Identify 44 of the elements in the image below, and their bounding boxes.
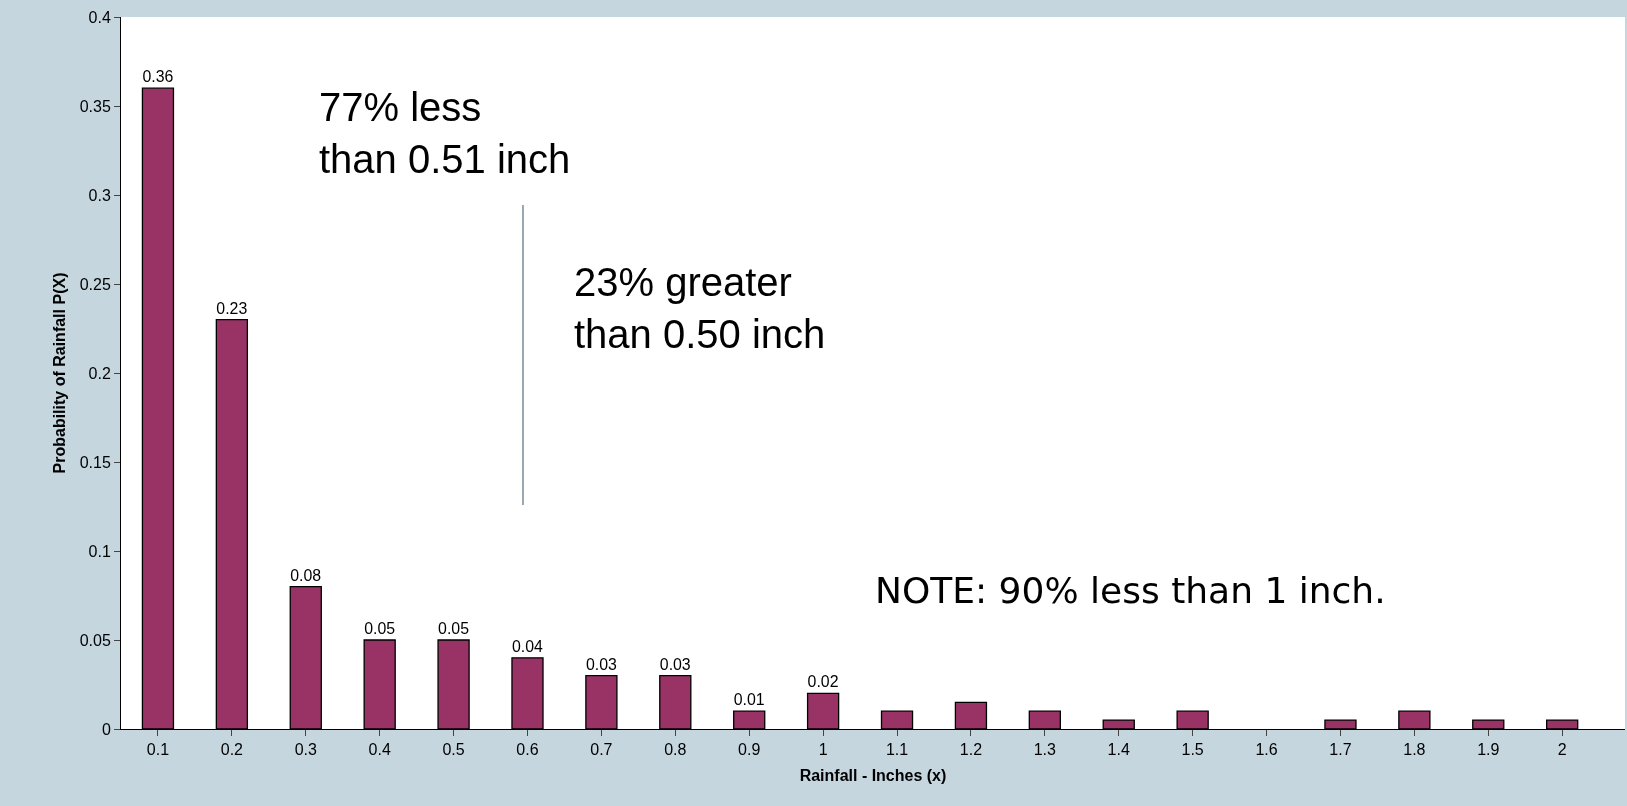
- y-tick-label: 0.3: [88, 186, 111, 204]
- data-label: 0.08: [290, 566, 322, 584]
- x-tick-label: 0.9: [738, 741, 761, 759]
- y-axis-title: Probability of Rainfall P(X): [50, 272, 68, 474]
- y-tick-label: 0.25: [79, 275, 111, 293]
- x-tick-label: 1.8: [1403, 741, 1426, 759]
- x-tick-label: 1.1: [885, 741, 909, 759]
- data-label: 0.01: [733, 691, 765, 709]
- x-tick-label: 1.6: [1255, 741, 1278, 759]
- y-tick-label: 0.35: [79, 97, 111, 115]
- x-tick-label: 0.2: [220, 741, 244, 759]
- x-tick-label: 1.7: [1329, 741, 1352, 759]
- y-tick-label: 0.4: [88, 8, 111, 26]
- data-label: 0.03: [585, 655, 617, 673]
- x-tick-label: 1.2: [959, 741, 983, 759]
- data-label: 0.04: [511, 637, 544, 655]
- x-tick-label: 0.5: [442, 741, 465, 759]
- x-tick-label: 2: [1557, 741, 1567, 759]
- x-tick-label: 1.5: [1181, 741, 1204, 759]
- x-tick-label: 0.1: [146, 741, 170, 759]
- y-tick-label: 0.05: [79, 631, 111, 649]
- x-tick-label: 1: [818, 741, 828, 759]
- x-axis-title: Rainfall - Inches (x): [799, 766, 947, 784]
- x-tick-label: 0.6: [516, 741, 539, 759]
- data-label: 0.36: [142, 68, 174, 86]
- annotation: NOTE: 90% less than 1 inch.: [875, 570, 1386, 611]
- annotation: 23% greater than 0.50 inch: [574, 260, 826, 356]
- data-label: 0.05: [364, 620, 396, 638]
- y-tick-label: 0: [101, 720, 111, 738]
- x-tick-label: 0.7: [590, 741, 613, 759]
- x-tick-label: 1.9: [1477, 741, 1500, 759]
- data-label: 0.23: [216, 299, 248, 317]
- x-tick-label: 0.8: [664, 741, 687, 759]
- y-tick-label: 0.15: [79, 453, 111, 471]
- x-tick-label: 0.3: [294, 741, 317, 759]
- y-tick-label: 0.1: [88, 542, 111, 560]
- data-label: 0.02: [807, 673, 839, 691]
- y-tick-label: 0.2: [88, 364, 111, 382]
- x-tick-label: 0.4: [368, 741, 391, 759]
- data-label: 0.03: [659, 655, 691, 673]
- x-tick-label: 1.4: [1107, 741, 1130, 759]
- data-label: 0.05: [438, 620, 470, 638]
- annotation: 77% less than 0.51 inch: [319, 85, 571, 181]
- x-tick-label: 1.3: [1033, 741, 1057, 759]
